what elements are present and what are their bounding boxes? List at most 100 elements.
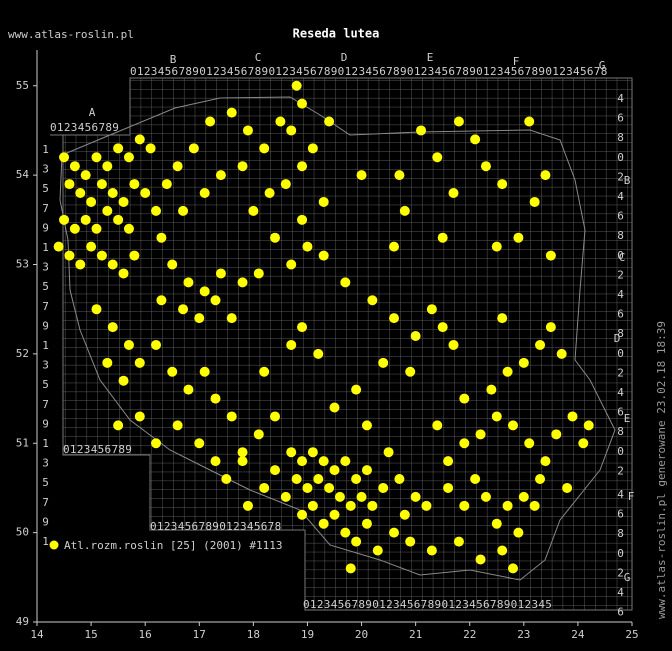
chart-title: Reseda lutea	[293, 27, 380, 41]
point	[199, 188, 210, 198]
point	[69, 223, 80, 234]
point	[583, 420, 594, 431]
point	[329, 509, 340, 520]
point	[102, 205, 113, 216]
point	[178, 304, 189, 315]
point	[178, 205, 189, 216]
point	[151, 438, 161, 449]
x-tick-label: 23	[517, 628, 530, 641]
grid-row-letter: D	[614, 332, 621, 345]
grid-row-letter: C	[619, 251, 626, 264]
point	[107, 259, 118, 270]
point	[540, 170, 551, 181]
point	[508, 563, 518, 574]
point	[318, 196, 329, 207]
x-tick-label: 20	[355, 628, 368, 641]
grid-column-letter: D	[341, 51, 348, 64]
point	[432, 420, 443, 431]
point	[291, 474, 302, 484]
point	[280, 491, 291, 502]
point	[426, 545, 437, 556]
point	[242, 500, 253, 511]
point	[518, 357, 529, 368]
point	[151, 205, 161, 216]
point	[351, 384, 362, 395]
point	[291, 80, 302, 91]
point	[134, 411, 145, 422]
point	[156, 232, 167, 243]
y-tick-label: 49	[16, 615, 29, 628]
point	[210, 456, 221, 467]
point	[286, 259, 297, 270]
point	[432, 152, 443, 163]
point	[221, 474, 232, 484]
point	[475, 554, 486, 565]
point	[459, 393, 470, 404]
point	[53, 241, 64, 252]
point	[237, 447, 248, 458]
grid-digit-column: 46802468024680246802	[614, 92, 627, 484]
point	[562, 482, 573, 493]
point	[91, 152, 102, 163]
point	[486, 384, 497, 395]
grid-digit-strip: 012345678901234567890123456789012345	[303, 598, 552, 611]
site-label: www.atlas-roslin.pl	[8, 28, 134, 41]
grid-row-letter: G	[624, 571, 631, 584]
point	[215, 268, 226, 279]
point	[59, 152, 70, 163]
point	[459, 500, 470, 511]
point	[275, 116, 286, 127]
point	[297, 161, 308, 172]
point	[437, 322, 448, 333]
point	[96, 179, 107, 190]
grid-digit-column: 135791357913579135791	[39, 143, 52, 555]
point	[259, 482, 270, 493]
point	[183, 384, 194, 395]
point	[253, 268, 264, 279]
point	[329, 465, 340, 476]
x-tick-label: 25	[625, 628, 638, 641]
side-note: www.atlas-roslin.pl generowane 23.02.18 …	[655, 321, 668, 619]
point	[167, 259, 178, 270]
point	[242, 125, 253, 136]
point	[529, 196, 540, 207]
point	[156, 295, 167, 306]
point	[480, 491, 491, 502]
point	[259, 366, 270, 377]
x-tick-label: 24	[571, 628, 585, 641]
point	[389, 527, 399, 538]
point	[297, 214, 308, 225]
point	[334, 491, 345, 502]
point	[535, 339, 546, 350]
point	[123, 152, 134, 163]
x-tick-label: 17	[193, 628, 206, 641]
point	[513, 527, 524, 538]
point	[297, 98, 308, 109]
point	[313, 474, 324, 484]
point	[372, 545, 383, 556]
point	[448, 188, 459, 198]
point	[529, 500, 540, 511]
point	[86, 241, 97, 252]
point	[567, 411, 578, 422]
point	[351, 474, 362, 484]
grid-area	[50, 77, 633, 611]
x-tick-label: 21	[409, 628, 422, 641]
grid-row-letter: F	[628, 490, 635, 503]
point	[351, 536, 362, 547]
point	[129, 179, 140, 190]
y-tick-label: 52	[16, 347, 29, 360]
point	[270, 465, 280, 476]
x-tick-label: 14	[30, 628, 44, 641]
point	[161, 179, 172, 190]
grid-digit-strip: 0123456789012345678901234567890123456789…	[130, 65, 608, 78]
point	[502, 500, 513, 511]
point	[399, 509, 410, 520]
point	[259, 143, 270, 154]
grid-digit-column: 4680246	[614, 488, 627, 625]
grid-column-letter: B	[170, 53, 177, 66]
point	[107, 188, 118, 198]
point	[475, 429, 486, 440]
